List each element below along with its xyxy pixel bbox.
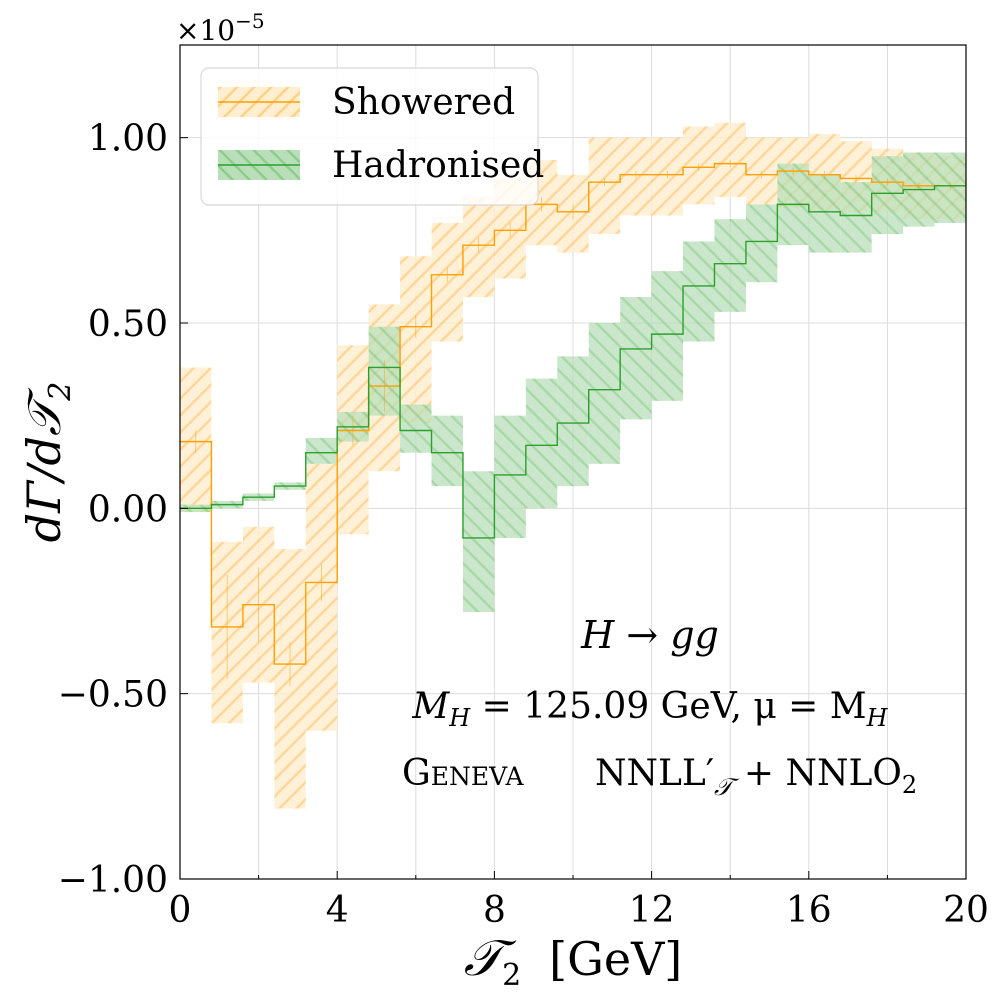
band-hadronised <box>714 219 746 312</box>
band-hadronised <box>808 174 841 253</box>
x-tick-label: 8 <box>483 890 506 931</box>
y-tick-label: 0.50 <box>88 304 168 345</box>
band-hadronised <box>525 378 558 509</box>
band-hadronised <box>683 241 715 342</box>
band-hadronised <box>462 471 495 613</box>
band-hadronised <box>400 404 432 453</box>
series-line-showered <box>180 162 966 665</box>
y-tick-label: 0.00 <box>88 489 168 530</box>
legend: Showered Hadronised <box>200 67 544 206</box>
x-tick-label: 0 <box>169 890 192 931</box>
band-hadronised <box>745 204 778 283</box>
x-tick-label: 12 <box>629 890 675 931</box>
x-tick-label: 4 <box>326 890 349 931</box>
band-hadronised <box>620 297 652 420</box>
x-axis-label: 𝒯2 [GeV] <box>464 929 683 993</box>
band-hadronised <box>651 271 684 401</box>
legend-label-showered: Showered <box>332 82 515 123</box>
legend-label-hadronised: Hadronised <box>332 145 544 186</box>
band-hadronised <box>305 437 338 464</box>
band-hadronised <box>840 182 872 253</box>
band-hadronised <box>871 156 904 235</box>
generator-annotation: Geneva <box>402 753 524 794</box>
x-tick-label: 16 <box>786 890 832 931</box>
y-axis-label: dΓ/d𝒯2 <box>17 382 78 543</box>
band-hadronised <box>431 415 463 487</box>
tick-labels: 0 4 8 12 16 20 −1.00 −0.50 0.00 0.50 1.00 <box>58 119 989 931</box>
band-hadronised <box>494 415 526 538</box>
band-hadronised <box>557 356 589 487</box>
process-annotation: H → gg <box>580 613 719 657</box>
ticks <box>179 137 967 880</box>
y-tick-label: −1.00 <box>58 860 168 901</box>
x-tick-label: 20 <box>943 890 989 931</box>
band-hadronised <box>588 323 621 464</box>
y-tick-label: 1.00 <box>88 119 168 160</box>
band-showered <box>400 256 432 424</box>
y-tick-label: −0.50 <box>58 675 168 716</box>
y-scale-label: ×10−5 <box>176 9 265 47</box>
series-lines <box>180 162 966 665</box>
parameters-annotation: MH = 125.09 GeV, μ = MH <box>411 686 888 732</box>
series-line-hadronised <box>180 185 966 539</box>
accuracy-annotation: NNLL′𝒯 + NNLO2 <box>595 753 917 801</box>
